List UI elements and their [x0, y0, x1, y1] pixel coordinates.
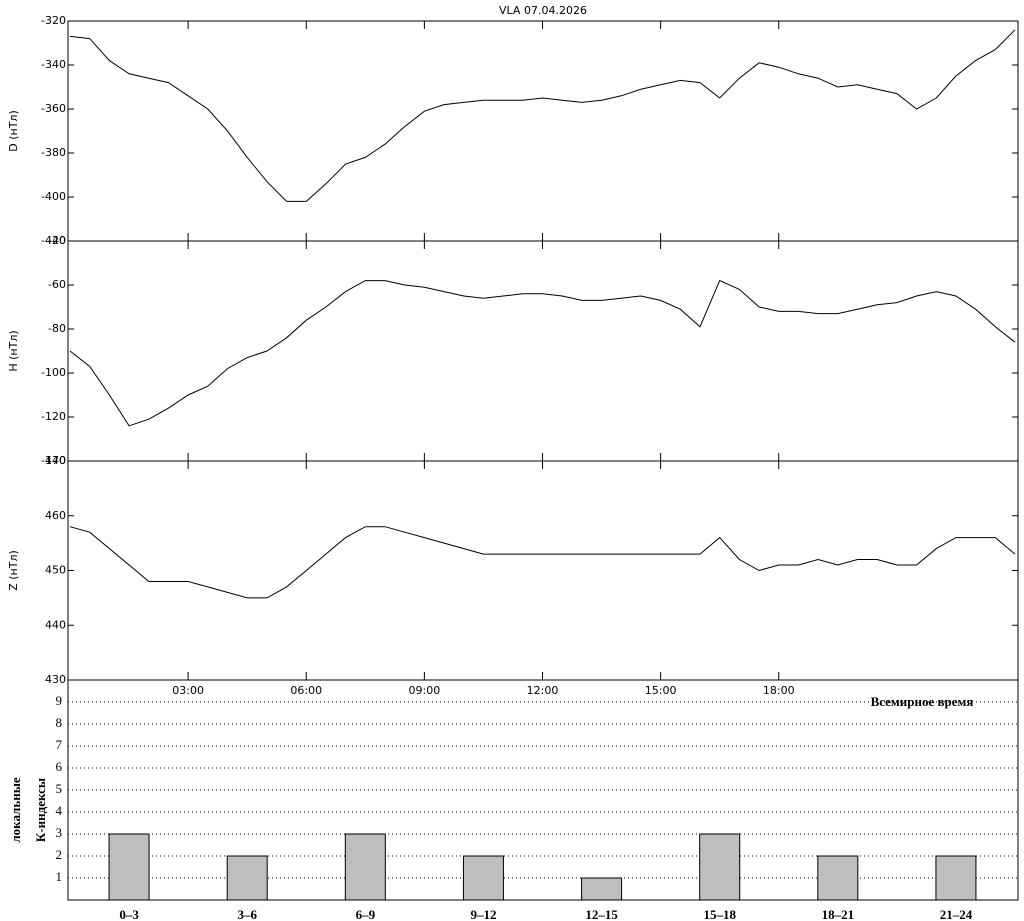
y-tick-label: -100: [41, 366, 66, 379]
y-tick-label: -400: [41, 190, 66, 203]
data-line: [69, 279, 1016, 427]
y-axis-label: D (нТл): [7, 110, 20, 152]
y-tick-label: 460: [45, 509, 66, 522]
y-axis-label: Z (нТл): [7, 550, 20, 591]
y-tick-label: 2: [56, 847, 63, 862]
x-tick-label: 12:00: [527, 684, 559, 697]
y-tick-label: 3: [56, 825, 63, 840]
y-tick-label: -320: [41, 14, 66, 27]
y-tick-label: 7: [56, 737, 63, 752]
bar: [344, 833, 386, 901]
y-tick-label: 440: [45, 618, 66, 631]
y-tick-label: 5: [56, 781, 63, 796]
y-tick-label: 470: [45, 454, 66, 467]
x-tick-label: 18–21: [822, 907, 855, 921]
y-tick-label: -40: [48, 234, 66, 247]
y-tick-label: -140: [41, 454, 66, 467]
y-tick-label: -360: [41, 102, 66, 115]
bar: [935, 855, 977, 901]
bar: [581, 877, 623, 901]
y-tick-label: -80: [48, 322, 66, 335]
x-tick-label: 12–15: [585, 907, 618, 921]
x-tick-label: 0–3: [119, 907, 139, 921]
y-tick-label: 8: [56, 715, 63, 730]
y-axis-label: К-индексы: [33, 778, 48, 842]
y-tick-label: 9: [56, 693, 63, 708]
x-tick-label: 21–24: [940, 907, 973, 921]
y-tick-label: 430: [45, 673, 66, 686]
x-tick-label: 9–12: [470, 907, 496, 921]
y-axis-label: H (нТл): [7, 330, 20, 371]
y-axis-label: локальные: [8, 777, 23, 843]
y-tick-label: -420: [41, 234, 66, 247]
x-axis-label: Всемирное время: [871, 694, 974, 709]
chart-title: VLA 07.04.2026: [499, 4, 587, 17]
bar: [108, 833, 150, 901]
data-line: [69, 526, 1016, 599]
x-tick-label: 15–18: [703, 907, 736, 921]
y-tick-label: -340: [41, 58, 66, 71]
y-tick-label: 6: [56, 759, 63, 774]
bar: [817, 855, 859, 901]
y-tick-label: 450: [45, 564, 66, 577]
x-tick-label: 3–6: [237, 907, 257, 921]
x-tick-label: 09:00: [409, 684, 441, 697]
y-tick-label: 4: [56, 803, 63, 818]
x-tick-label: 6–9: [356, 907, 376, 921]
bar: [699, 833, 741, 901]
panel-frame: [67, 679, 1019, 901]
y-tick-label: -60: [48, 278, 66, 291]
x-tick-label: 15:00: [645, 684, 677, 697]
bar: [226, 855, 268, 901]
y-tick-label: -120: [41, 410, 66, 423]
x-tick-label: 06:00: [290, 684, 322, 697]
y-tick-label: -380: [41, 146, 66, 159]
data-line: [69, 29, 1016, 202]
bar: [462, 855, 504, 901]
x-tick-label: 18:00: [763, 684, 795, 697]
x-tick-label: 03:00: [172, 684, 204, 697]
y-tick-label: 1: [56, 869, 63, 884]
